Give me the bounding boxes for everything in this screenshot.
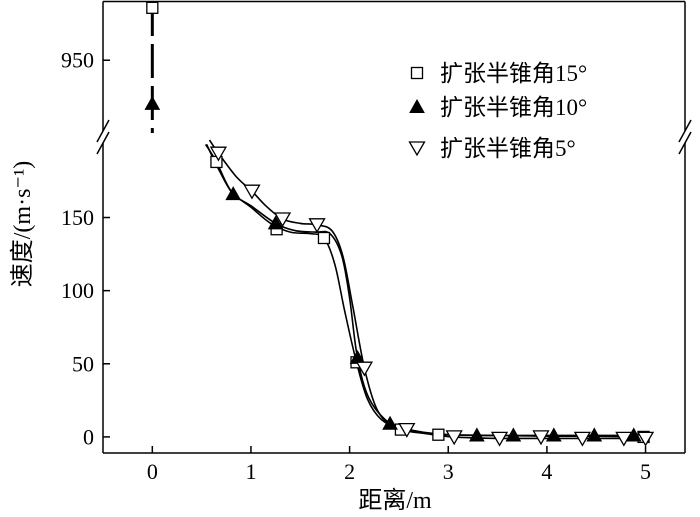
series-0-line [204, 143, 646, 438]
axis-ticks [103, 59, 647, 453]
legend-label-1: 扩张半锥角10° [440, 95, 587, 120]
series-2-marker-5 [398, 422, 416, 438]
x-tick-label-0: 0 [147, 459, 158, 484]
x-tick-label-2: 2 [344, 459, 355, 484]
legend: 扩张半锥角15° 扩张半锥角10° 扩张半锥角5° [408, 61, 587, 161]
plot-frame [102, 0, 686, 454]
legend-entry-1: 扩张半锥角10° [409, 95, 587, 120]
legend-open-triangle-down-marker [408, 141, 426, 157]
x-tick-label-5: 5 [640, 459, 651, 484]
series-markers [144, 1, 655, 447]
x-tick-label-3: 3 [443, 459, 454, 484]
legend-open-square-marker [410, 66, 424, 80]
series-2-marker-3 [308, 218, 326, 234]
left-break-slash-upper [96, 119, 110, 143]
series-2-marker-10 [615, 431, 633, 447]
legend-filled-triangle-up-marker [409, 98, 425, 113]
series-1-marker-8 [586, 427, 603, 442]
left-break-slash-lower [96, 131, 110, 155]
series-2-marker-8 [532, 430, 550, 446]
y-tick-label-150: 150 [61, 205, 94, 230]
series-2-marker-9 [573, 431, 592, 447]
series-1-marker-5 [469, 427, 485, 442]
series-2-marker-4 [355, 361, 374, 377]
y-tick-label-50: 50 [72, 351, 94, 376]
x-axis-label: 距离/m [358, 487, 432, 514]
series-0-marker-0 [146, 1, 159, 14]
right-break-slash-lower [678, 131, 692, 155]
legend-label-2: 扩张半锥角5° [440, 136, 576, 161]
legend-label-0: 扩张半锥角15° [440, 61, 587, 86]
series-2-marker-2 [273, 212, 292, 228]
series-1-line [205, 144, 646, 437]
right-break-slash-upper [678, 119, 692, 143]
series-0-marker-6 [432, 428, 445, 441]
series-2-marker-7 [490, 431, 509, 447]
series-1-marker-4 [382, 415, 398, 430]
axis-break-marks [96, 119, 692, 155]
series-1-marker-2 [267, 215, 284, 230]
x-tick-label-1: 1 [245, 459, 256, 484]
series-1-marker-0 [144, 95, 161, 110]
series-2-marker-11 [636, 431, 655, 447]
legend-entry-0: 扩张半锥角15° [410, 61, 587, 86]
y-tick-label-950: 950 [61, 48, 94, 73]
x-tick-label-4: 4 [541, 459, 552, 484]
y-tick-label-100: 100 [61, 278, 94, 303]
series-2-marker-0 [209, 146, 228, 162]
legend-entry-2: 扩张半锥角5° [408, 136, 576, 161]
y-tick-label-0: 0 [83, 424, 94, 449]
series-0-marker-3 [317, 231, 331, 245]
series-1-marker-1 [225, 186, 242, 201]
y-axis-label: 速度/(m·s⁻¹) [9, 161, 36, 288]
series-1-marker-7 [545, 427, 562, 442]
series-1-marker-6 [505, 427, 522, 442]
series-2-marker-6 [445, 430, 463, 446]
series-2-marker-1 [243, 184, 261, 200]
series-2-line [208, 139, 646, 440]
